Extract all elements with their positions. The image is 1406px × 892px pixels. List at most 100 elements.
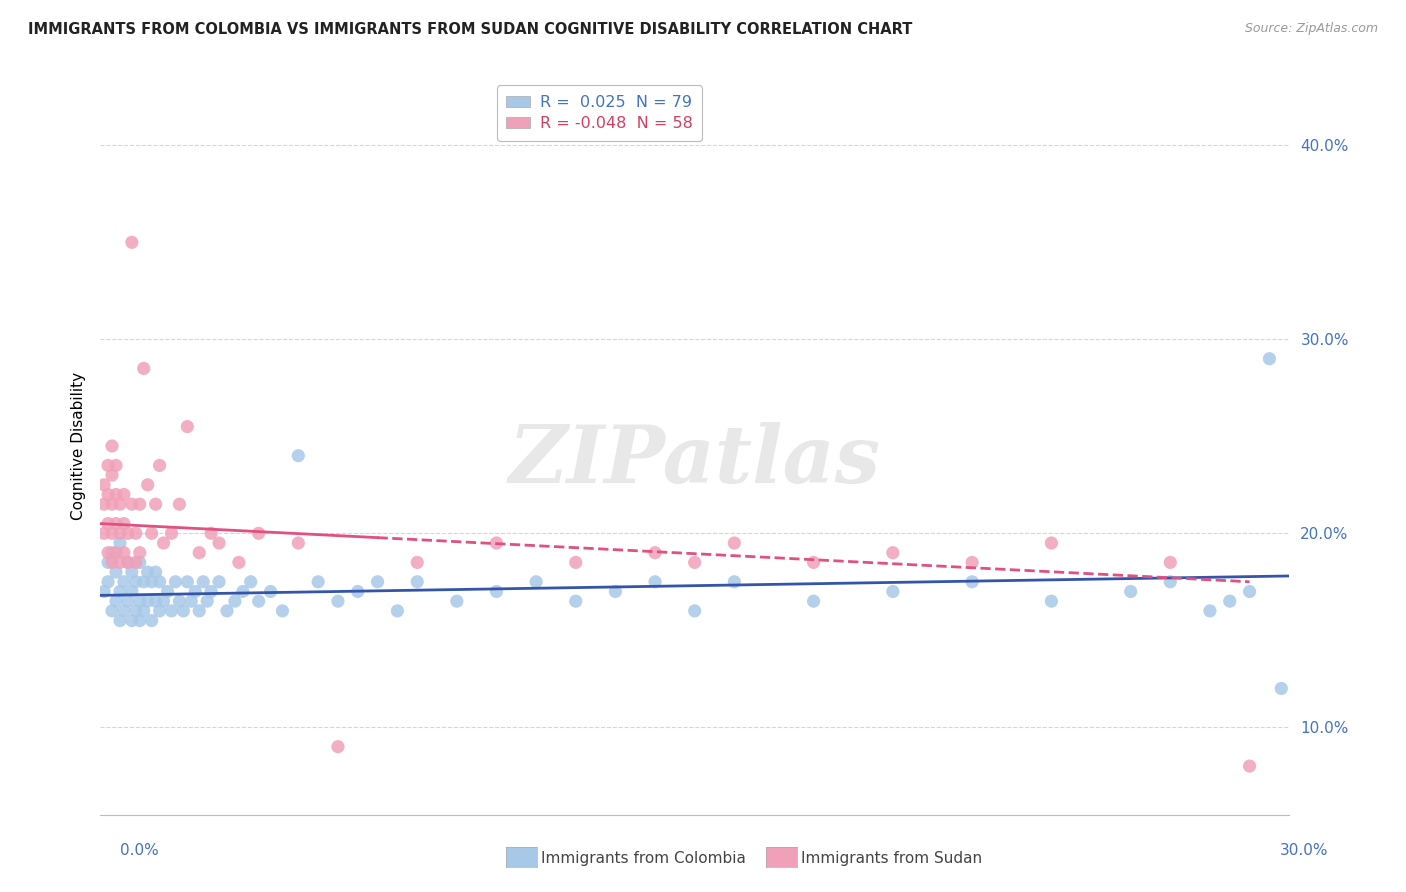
Point xyxy=(149,574,172,589)
Legend: R =  0.025  N = 79, R = -0.048  N = 58: R = 0.025 N = 79, R = -0.048 N = 58 xyxy=(496,86,703,141)
Point xyxy=(97,516,120,531)
Point xyxy=(1159,555,1181,569)
Point xyxy=(169,594,191,608)
Point xyxy=(228,555,250,569)
Point xyxy=(239,574,262,589)
Point xyxy=(188,604,211,618)
Point xyxy=(1040,594,1063,608)
Point xyxy=(152,594,174,608)
Point xyxy=(101,468,124,483)
Point xyxy=(683,604,706,618)
Point xyxy=(108,526,131,541)
Point xyxy=(176,574,198,589)
Point xyxy=(485,536,508,550)
Point xyxy=(524,574,547,589)
Point xyxy=(121,584,143,599)
Point xyxy=(132,361,155,376)
Point xyxy=(644,574,666,589)
Point xyxy=(605,584,627,599)
Point xyxy=(346,584,368,599)
Point xyxy=(104,546,127,560)
Point xyxy=(93,477,115,491)
Point xyxy=(193,574,215,589)
Point xyxy=(128,546,150,560)
Text: Source: ZipAtlas.com: Source: ZipAtlas.com xyxy=(1244,22,1378,36)
Point xyxy=(112,574,135,589)
Point xyxy=(200,584,222,599)
Point xyxy=(1040,536,1063,550)
Point xyxy=(97,487,120,501)
Point xyxy=(208,536,231,550)
Point xyxy=(136,565,159,579)
Point xyxy=(97,458,120,473)
Point xyxy=(108,614,131,628)
Point xyxy=(184,584,207,599)
Point xyxy=(117,594,139,608)
Point xyxy=(132,604,155,618)
Point xyxy=(117,555,139,569)
Point xyxy=(108,536,131,550)
Point xyxy=(112,516,135,531)
Point xyxy=(125,604,148,618)
Point xyxy=(224,594,246,608)
Point xyxy=(97,555,120,569)
Point xyxy=(882,584,904,599)
Point xyxy=(101,604,124,618)
Point xyxy=(208,574,231,589)
Text: 0.0%: 0.0% xyxy=(120,843,159,858)
Point xyxy=(195,594,218,608)
Point xyxy=(97,546,120,560)
Point xyxy=(121,565,143,579)
Point xyxy=(101,526,124,541)
Point xyxy=(723,574,745,589)
Point xyxy=(960,555,983,569)
Point xyxy=(108,584,131,599)
Point xyxy=(104,516,127,531)
Point xyxy=(271,604,294,618)
Point xyxy=(121,614,143,628)
Text: Immigrants from Sudan: Immigrants from Sudan xyxy=(801,851,983,865)
Point xyxy=(803,555,825,569)
Point xyxy=(108,555,131,569)
Point xyxy=(125,526,148,541)
Point xyxy=(367,574,389,589)
Point xyxy=(287,449,309,463)
Point xyxy=(112,604,135,618)
Point xyxy=(565,594,588,608)
Point xyxy=(803,594,825,608)
Point xyxy=(121,235,143,250)
Point xyxy=(93,526,115,541)
Point xyxy=(215,604,238,618)
Point xyxy=(93,497,115,511)
Point xyxy=(128,614,150,628)
Point xyxy=(723,536,745,550)
Point xyxy=(644,546,666,560)
Point xyxy=(145,594,167,608)
Point xyxy=(152,536,174,550)
Text: Immigrants from Colombia: Immigrants from Colombia xyxy=(541,851,747,865)
Point xyxy=(97,574,120,589)
Point xyxy=(136,594,159,608)
Point xyxy=(101,497,124,511)
Point xyxy=(156,584,179,599)
Point xyxy=(1199,604,1222,618)
Point xyxy=(125,555,148,569)
Point xyxy=(1159,574,1181,589)
Point xyxy=(683,555,706,569)
Point xyxy=(1119,584,1142,599)
Point xyxy=(1219,594,1241,608)
Point xyxy=(247,526,270,541)
Point xyxy=(141,526,163,541)
Point xyxy=(149,458,172,473)
Point xyxy=(104,594,127,608)
Point xyxy=(176,419,198,434)
Point xyxy=(565,555,588,569)
Point xyxy=(101,546,124,560)
Point xyxy=(200,526,222,541)
Point xyxy=(104,565,127,579)
Point xyxy=(232,584,254,599)
Point xyxy=(145,565,167,579)
Point xyxy=(1239,584,1261,599)
Point xyxy=(128,555,150,569)
Point xyxy=(446,594,468,608)
